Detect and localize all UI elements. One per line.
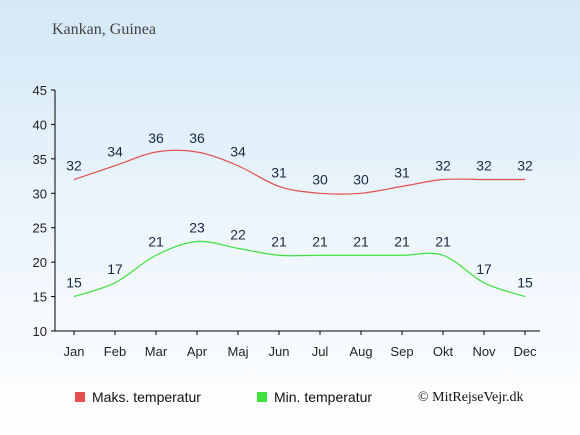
copyright-text: © MitRejseVejr.dk bbox=[418, 390, 524, 405]
x-tick-label: Dec bbox=[513, 344, 537, 359]
y-tick-label: 40 bbox=[33, 117, 47, 132]
data-label: 22 bbox=[230, 226, 246, 242]
x-tick-label: Nov bbox=[472, 344, 496, 359]
y-tick-label: 45 bbox=[33, 83, 47, 98]
data-label: 31 bbox=[271, 164, 287, 180]
data-label: 36 bbox=[189, 130, 205, 146]
data-label: 21 bbox=[353, 233, 369, 249]
data-label: 30 bbox=[312, 171, 328, 187]
legend-swatch-max bbox=[75, 392, 85, 402]
data-label: 17 bbox=[107, 261, 123, 277]
x-tick-label: Mar bbox=[145, 344, 168, 359]
legend-label-min: Min. temperatur bbox=[274, 389, 373, 405]
data-label: 31 bbox=[394, 164, 410, 180]
data-label: 32 bbox=[66, 158, 82, 174]
data-label: 30 bbox=[353, 171, 369, 187]
x-tick-label: Jul bbox=[312, 344, 329, 359]
x-tick-label: Sep bbox=[390, 344, 413, 359]
series-line-min bbox=[73, 240, 526, 298]
x-tick-label: Jun bbox=[269, 344, 290, 359]
x-tick-label: Apr bbox=[187, 344, 208, 359]
data-label: 36 bbox=[148, 130, 164, 146]
data-label: 32 bbox=[517, 158, 533, 174]
legend-swatch-min bbox=[257, 392, 267, 402]
data-label: 32 bbox=[476, 158, 492, 174]
data-label: 15 bbox=[66, 275, 82, 291]
x-tick-label: Okt bbox=[433, 344, 454, 359]
y-tick-label: 35 bbox=[33, 152, 47, 167]
series-line-max bbox=[73, 149, 525, 195]
data-label: 21 bbox=[312, 233, 328, 249]
data-label: 17 bbox=[476, 261, 492, 277]
data-label: 34 bbox=[107, 144, 123, 160]
data-label: 21 bbox=[271, 233, 287, 249]
data-label: 34 bbox=[230, 144, 246, 160]
data-label: 32 bbox=[435, 158, 451, 174]
data-label: 23 bbox=[189, 219, 205, 235]
x-tick-label: Aug bbox=[349, 344, 372, 359]
legend-label-max: Maks. temperatur bbox=[92, 389, 201, 405]
data-label: 21 bbox=[394, 233, 410, 249]
y-tick-label: 20 bbox=[33, 255, 47, 270]
y-tick-label: 15 bbox=[33, 290, 47, 305]
chart-title: Kankan, Guinea bbox=[52, 21, 156, 38]
data-label: 21 bbox=[148, 233, 164, 249]
y-tick-label: 10 bbox=[33, 324, 47, 339]
x-tick-label: Jan bbox=[64, 344, 85, 359]
y-tick-label: 30 bbox=[33, 186, 47, 201]
legend-item-min: Min. temperatur bbox=[257, 389, 372, 405]
x-tick-label: Maj bbox=[228, 344, 249, 359]
data-label: 15 bbox=[517, 275, 533, 291]
legend-item-max: Maks. temperatur bbox=[75, 389, 201, 405]
x-tick-label: Feb bbox=[104, 344, 126, 359]
data-label: 21 bbox=[435, 233, 451, 249]
y-tick-label: 25 bbox=[33, 221, 47, 236]
